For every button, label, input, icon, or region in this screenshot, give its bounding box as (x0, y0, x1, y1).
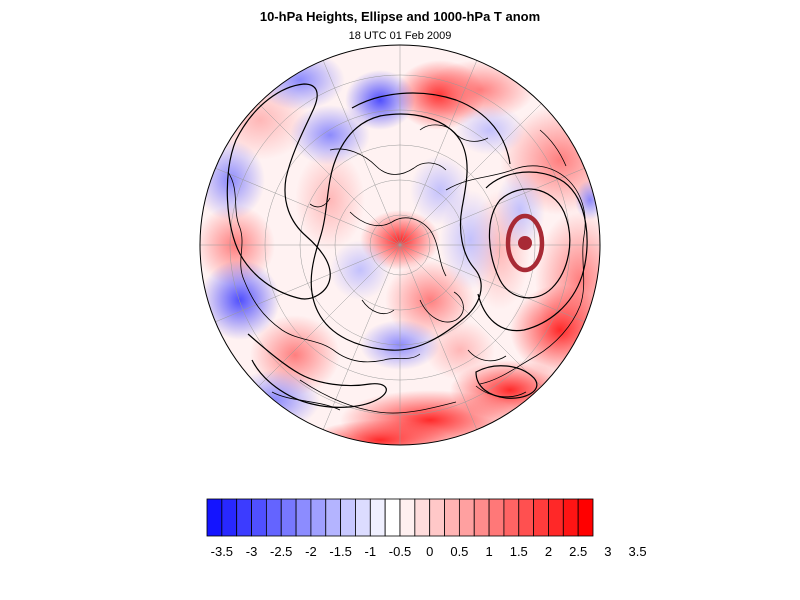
colorbar-box (473, 498, 490, 537)
colorbar-box (236, 498, 252, 537)
colorbar-box (251, 498, 267, 537)
colorbar-box (458, 498, 475, 537)
colorbar-tick-label: 2.5 (569, 544, 587, 559)
colorbar-tick-label: -1.5 (329, 544, 351, 559)
colorbar-box (265, 498, 282, 537)
colorbar-box (325, 498, 342, 537)
colorbar-tick-label: 3 (604, 544, 611, 559)
colorbar-box (503, 498, 520, 537)
colorbar-box (488, 498, 505, 537)
height-contours (226, 83, 588, 408)
map-subtitle: 18 UTC 01 Feb 2009 (348, 30, 452, 42)
colorbar-box (518, 498, 535, 537)
colorbar-box (562, 498, 579, 537)
colorbar-tick-label: 3.5 (628, 544, 646, 559)
colorbar-box (280, 498, 297, 537)
colorbar-box (548, 498, 564, 537)
colorbar-labels: -3.5 -3 -2.5 -2 -1.5 -1 -0.5 0 0.5 1 1.5 2 2.5 3 3.5 (211, 544, 647, 559)
colorbar-box (340, 498, 356, 537)
lat-lon-grid (200, 45, 600, 445)
colorbar-box (414, 498, 431, 537)
colorbar-tick-label: -1 (365, 544, 377, 559)
colorbar-tick-label: -3 (246, 544, 258, 559)
colorbar-box (384, 498, 401, 537)
colorbar-tick-label: 0 (426, 544, 433, 559)
colorbar-box (533, 498, 549, 537)
colorbar-tick-label: -2 (305, 544, 317, 559)
colorbar-box (310, 498, 327, 537)
colorbar-tick-label: -2.5 (270, 544, 292, 559)
map-title: 10-hPa Heights, Ellipse and 1000-hPa T a… (259, 9, 541, 24)
colorbar-tick-label: -3.5 (211, 544, 233, 559)
colorbar-tick-label: 1.5 (510, 544, 528, 559)
colorbar-boxes (206, 498, 594, 537)
colorbar-tick-label: 1 (485, 544, 492, 559)
globe-outline (199, 44, 601, 446)
colorbar-box (369, 498, 386, 537)
colorbar-box (399, 498, 416, 537)
anomaly-ellipse (505, 213, 545, 273)
colorbar-box (444, 498, 460, 537)
coastlines (227, 124, 586, 414)
colorbar-box (295, 498, 312, 537)
colorbar-box (206, 498, 223, 537)
colorbar-box (355, 498, 371, 537)
colorbar-tick-label: -0.5 (389, 544, 411, 559)
colorbar-box (429, 498, 445, 537)
colorbar-box (221, 498, 238, 537)
colorbar-tick-label: 0.5 (450, 544, 468, 559)
colorbar-box (577, 498, 594, 537)
colorbar-tick-label: 2 (545, 544, 552, 559)
